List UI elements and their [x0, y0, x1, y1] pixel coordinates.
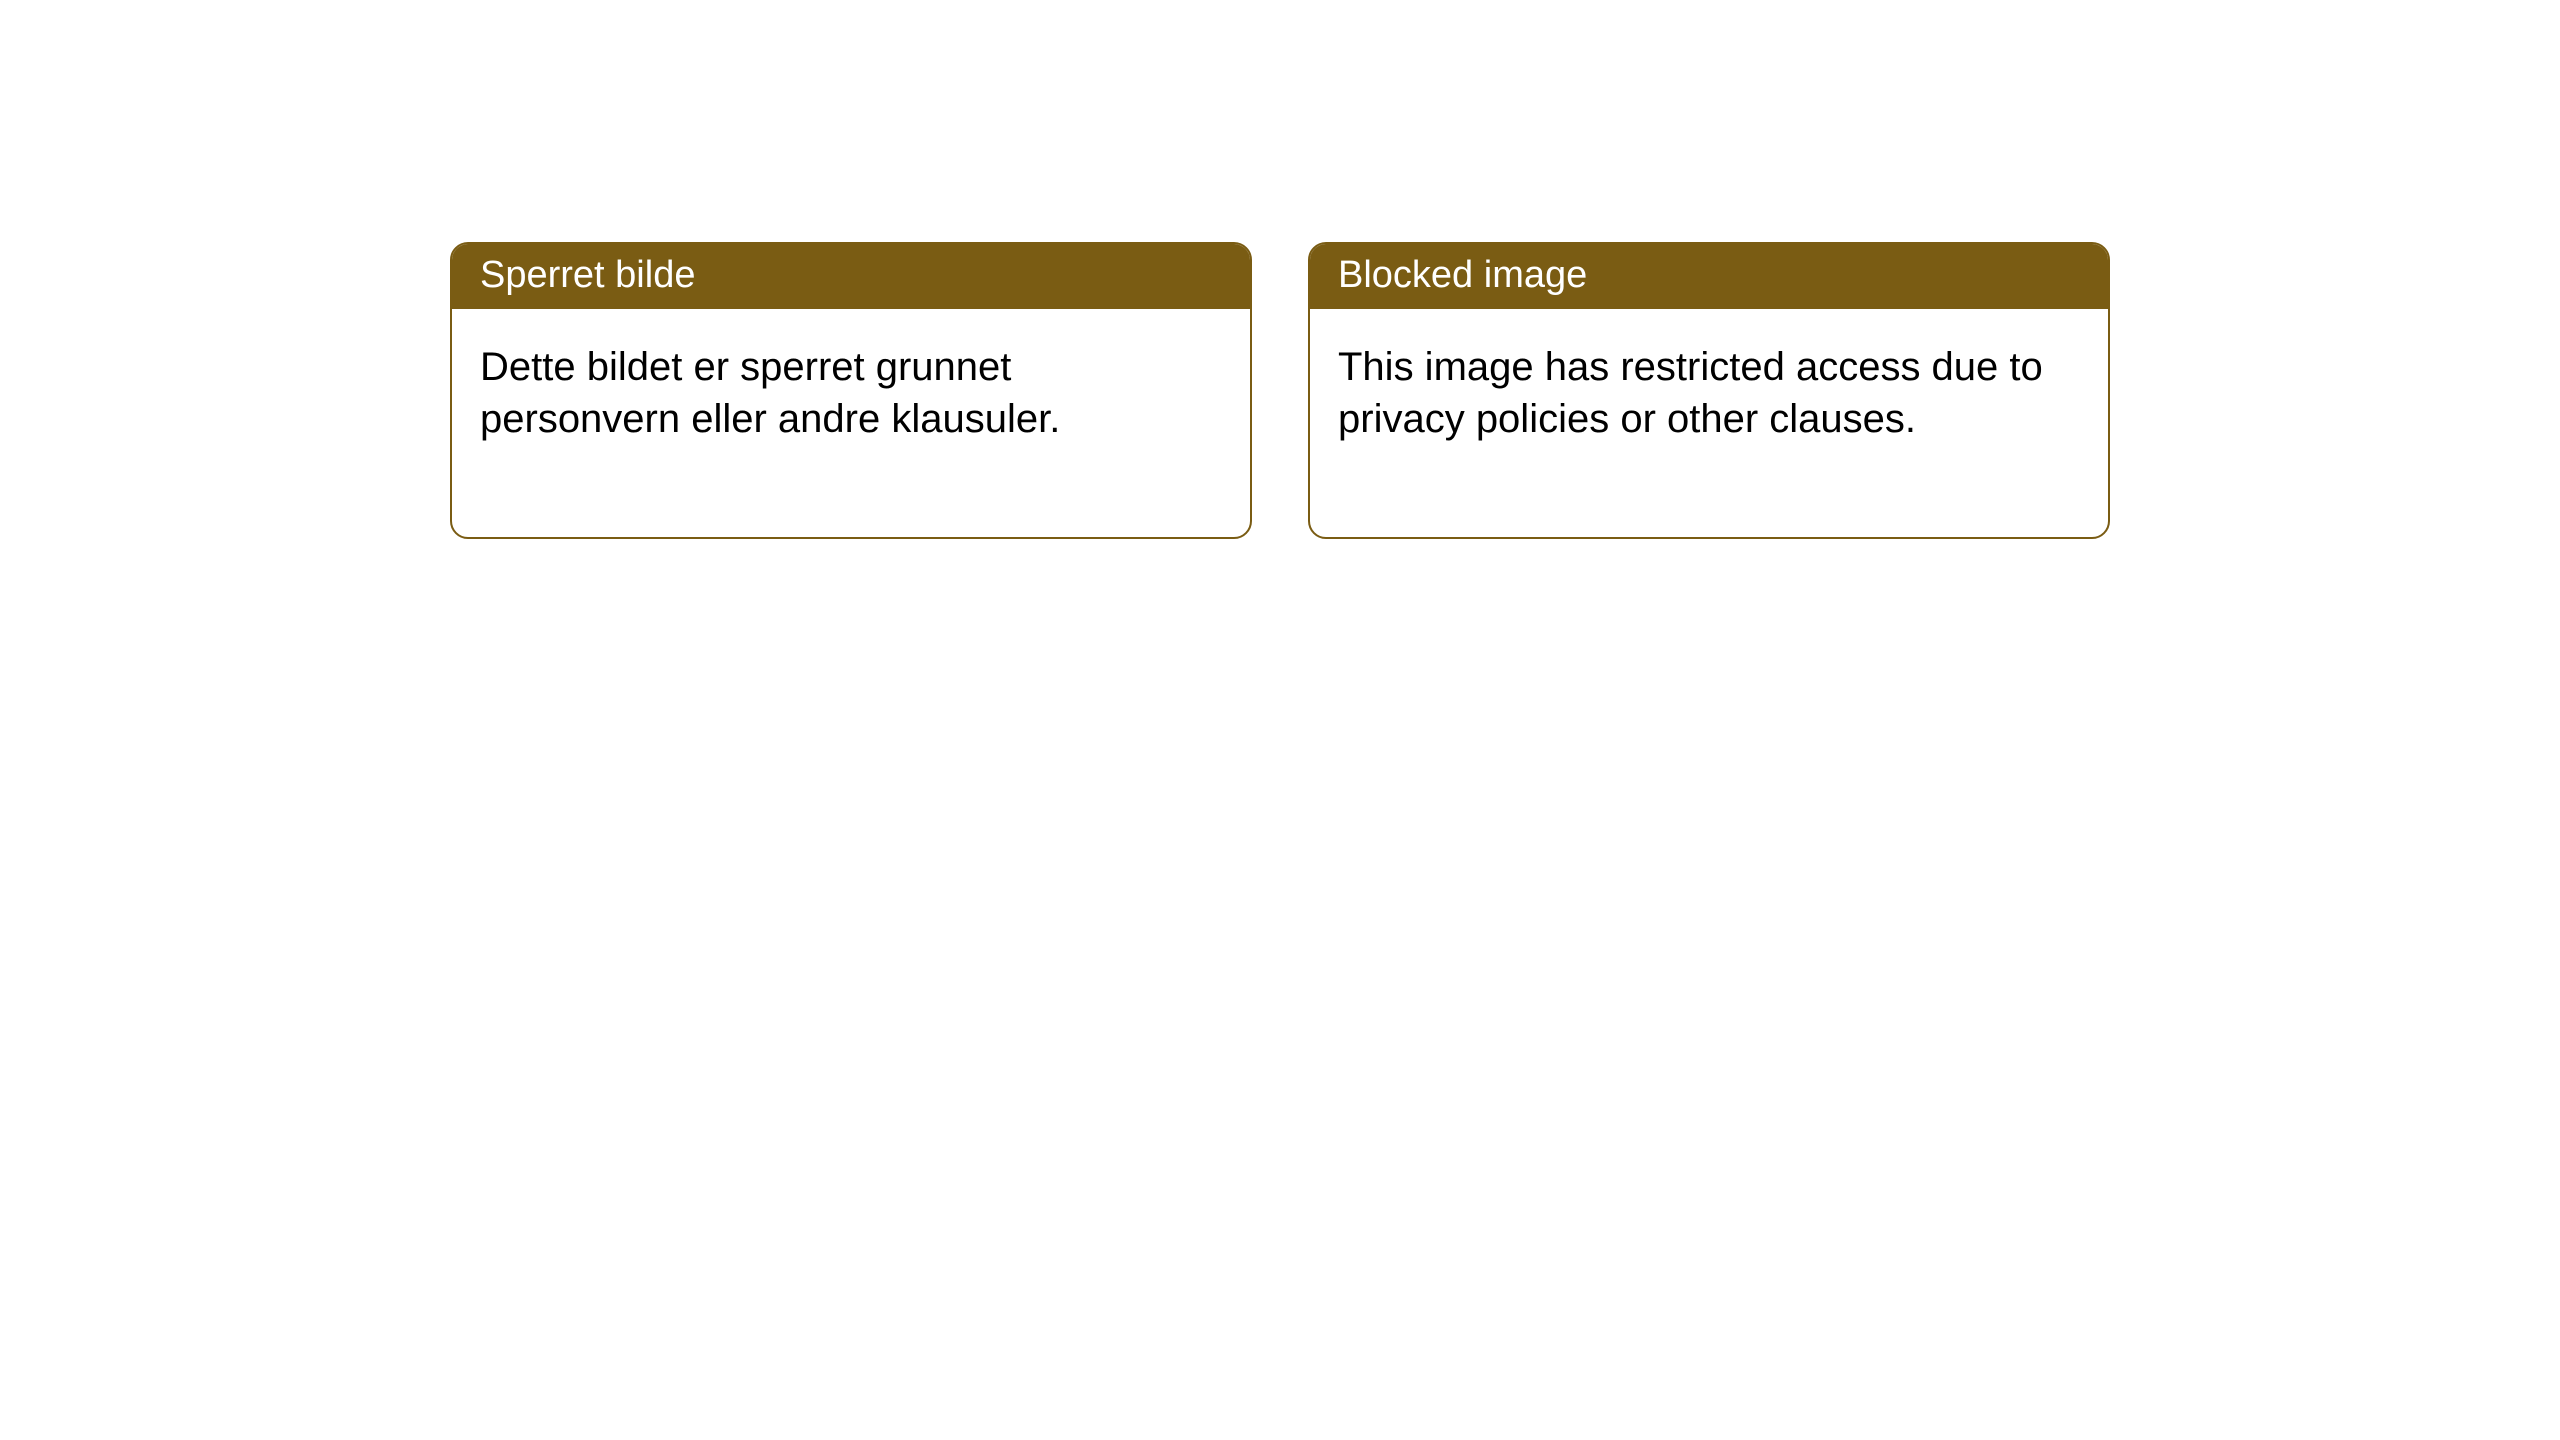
notice-body-en: This image has restricted access due to …	[1310, 309, 2108, 537]
notice-title-no: Sperret bilde	[452, 244, 1250, 309]
notice-card-en: Blocked image This image has restricted …	[1308, 242, 2110, 539]
notice-card-no: Sperret bilde Dette bildet er sperret gr…	[450, 242, 1252, 539]
notice-container: Sperret bilde Dette bildet er sperret gr…	[0, 0, 2560, 539]
notice-title-en: Blocked image	[1310, 244, 2108, 309]
notice-body-no: Dette bildet er sperret grunnet personve…	[452, 309, 1250, 537]
